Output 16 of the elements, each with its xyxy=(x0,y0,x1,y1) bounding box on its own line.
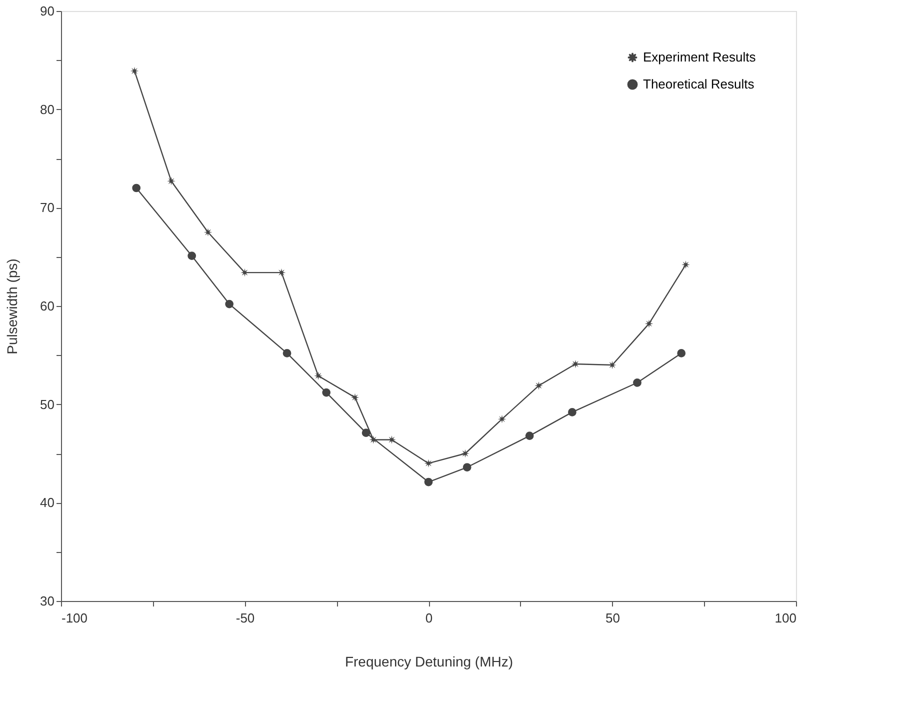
y-tick-label: 70 xyxy=(40,200,54,216)
y-tick-label: 60 xyxy=(40,298,54,314)
x-tick-label: 0 xyxy=(425,610,433,626)
y-tick-label: 90 xyxy=(40,4,54,18)
y-axis-title: Pulsewidth (ps) xyxy=(4,258,20,354)
x-tick-label: -50 xyxy=(236,610,255,626)
x-tick-label: 100 xyxy=(774,610,796,626)
legend-label: Experiment Results xyxy=(643,50,756,64)
x-axis-title: Frequency Detuning (MHz) xyxy=(344,654,514,670)
legend-label: Theoretical Results xyxy=(643,76,755,92)
y-tick-label: 50 xyxy=(40,396,54,412)
x-tick-label: 50 xyxy=(606,610,620,626)
y-tick-label: 80 xyxy=(40,102,54,117)
x-tick-label: -100 xyxy=(62,610,88,626)
y-tick-label: 30 xyxy=(40,594,54,608)
y-tick-label: 40 xyxy=(40,495,54,510)
